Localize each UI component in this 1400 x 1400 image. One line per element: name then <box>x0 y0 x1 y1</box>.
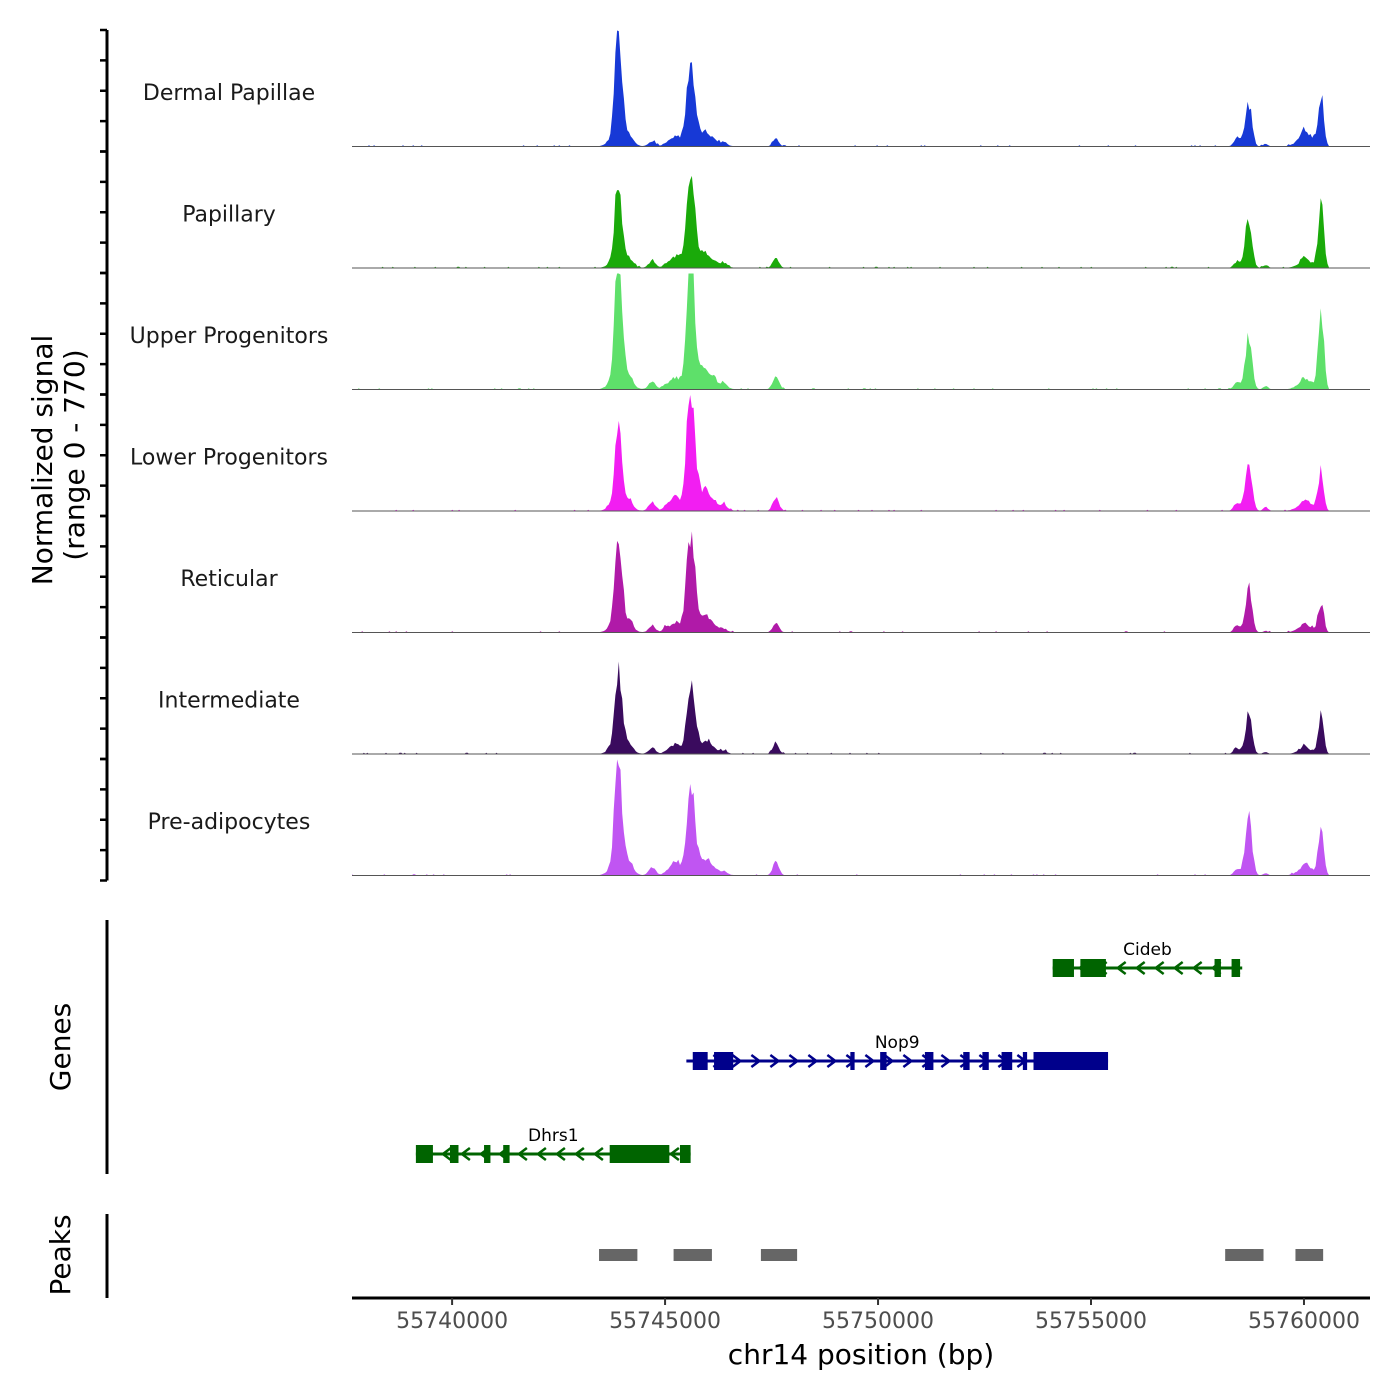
peak-region <box>599 1249 638 1261</box>
peak-region <box>673 1249 712 1261</box>
gene-exon <box>484 1145 491 1163</box>
gene-exon <box>415 1145 433 1163</box>
signal-area <box>352 661 1370 754</box>
track-dermal-papillae: Dermal Papillae <box>100 28 1370 153</box>
x-tick-label: 55750000 <box>822 1309 934 1334</box>
gene-label: Cideb <box>1123 940 1172 960</box>
strand-arrow <box>731 1054 743 1068</box>
track-label: Papillary <box>182 203 276 228</box>
strand-arrow <box>750 1054 762 1068</box>
coverage-tracks: Dermal Papillae Papillary Upper Progenitor… <box>100 28 1370 882</box>
strand-arrow <box>769 1054 781 1068</box>
strand-arrow <box>516 1147 528 1161</box>
track-reticular: Reticular <box>100 514 1370 639</box>
peaks-panel-label: Peaks <box>44 1214 77 1295</box>
track-label: Intermediate <box>158 689 300 714</box>
gene-exon <box>1214 959 1221 977</box>
strand-arrow <box>459 1147 471 1161</box>
strand-arrow <box>788 1054 800 1068</box>
signal-area <box>352 175 1370 268</box>
peak-region <box>760 1249 798 1261</box>
track-label: Upper Progenitors <box>130 324 329 349</box>
track-label: Dermal Papillae <box>143 81 315 106</box>
strand-arrow <box>1172 961 1184 975</box>
strand-arrow <box>1115 961 1127 975</box>
signal-area <box>352 395 1370 511</box>
gene-exon <box>1033 1052 1109 1070</box>
gene-exon <box>924 1052 934 1070</box>
track-lower-progenitors: Lower Progenitors <box>100 393 1370 518</box>
gene-exon <box>503 1145 510 1163</box>
gene-cideb: Cideb <box>1052 940 1243 977</box>
gene-label: Dhrs1 <box>528 1126 579 1146</box>
x-tick-label: 55760000 <box>1248 1309 1360 1334</box>
strand-arrow <box>668 1147 680 1161</box>
gene-exon <box>692 1052 708 1070</box>
track-upper-progenitors: Upper Progenitors <box>100 271 1370 396</box>
gene-exon <box>963 1052 970 1070</box>
gene-exon <box>714 1052 734 1070</box>
strand-arrow <box>864 1054 876 1068</box>
peak-region <box>1295 1249 1324 1261</box>
x-axis: 55740000 55745000 55750000 55755000 55760000 <box>396 1298 1360 1334</box>
track-label: Lower Progenitors <box>130 446 328 471</box>
strand-arrow <box>1191 961 1203 975</box>
track-intermediate: Intermediate <box>100 636 1370 761</box>
gene-nop9: Nop9 <box>686 1033 1109 1070</box>
gene-exon <box>449 1145 459 1163</box>
gene-exon <box>1080 959 1106 977</box>
strand-arrow <box>592 1147 604 1161</box>
strand-arrow <box>902 1054 914 1068</box>
x-tick-label: 55745000 <box>609 1309 721 1334</box>
y-axis-title: Normalized signal <box>26 335 59 586</box>
gene-exon <box>1231 959 1241 977</box>
genes-panel-label: Genes <box>44 1003 77 1091</box>
track-label: Reticular <box>180 567 278 592</box>
strand-arrow <box>573 1147 585 1161</box>
strand-arrow <box>826 1054 838 1068</box>
strand-arrow <box>1134 961 1146 975</box>
strand-arrow <box>1153 961 1165 975</box>
gene-exon <box>880 1052 887 1070</box>
strand-arrow <box>440 1147 452 1161</box>
x-tick-label: 55755000 <box>1035 1309 1147 1334</box>
peak-track <box>599 1249 1324 1261</box>
x-axis-title: chr14 position (bp) <box>728 1338 994 1371</box>
gene-track: Cideb Nop9 Dhrs1 <box>415 940 1243 1163</box>
gene-exon <box>850 1052 855 1070</box>
x-tick-label: 55740000 <box>396 1309 508 1334</box>
gene-label: Nop9 <box>875 1033 920 1053</box>
y-axis-subtitle: (range 0 - 770) <box>58 349 91 560</box>
gene-exon <box>1052 959 1074 977</box>
gene-dhrs1: Dhrs1 <box>415 1126 691 1163</box>
strand-arrow <box>883 1054 895 1068</box>
track-pre-adipocytes: Pre-adipocytes <box>100 757 1370 882</box>
gene-exon <box>1001 1052 1013 1070</box>
signal-area <box>352 273 1370 390</box>
gene-exon <box>679 1145 691 1163</box>
peak-region <box>1225 1249 1264 1261</box>
track-papillary: Papillary <box>100 150 1370 275</box>
track-label: Pre-adipocytes <box>148 810 311 835</box>
strand-arrow <box>807 1054 819 1068</box>
signal-area <box>352 30 1370 147</box>
strand-arrow <box>554 1147 566 1161</box>
strand-arrow <box>940 1054 952 1068</box>
gene-exon <box>982 1052 989 1070</box>
signal-area <box>352 531 1370 633</box>
gene-exon <box>1022 1052 1028 1070</box>
gene-exon <box>609 1145 670 1163</box>
strand-arrow <box>535 1147 547 1161</box>
signal-area <box>352 759 1370 876</box>
